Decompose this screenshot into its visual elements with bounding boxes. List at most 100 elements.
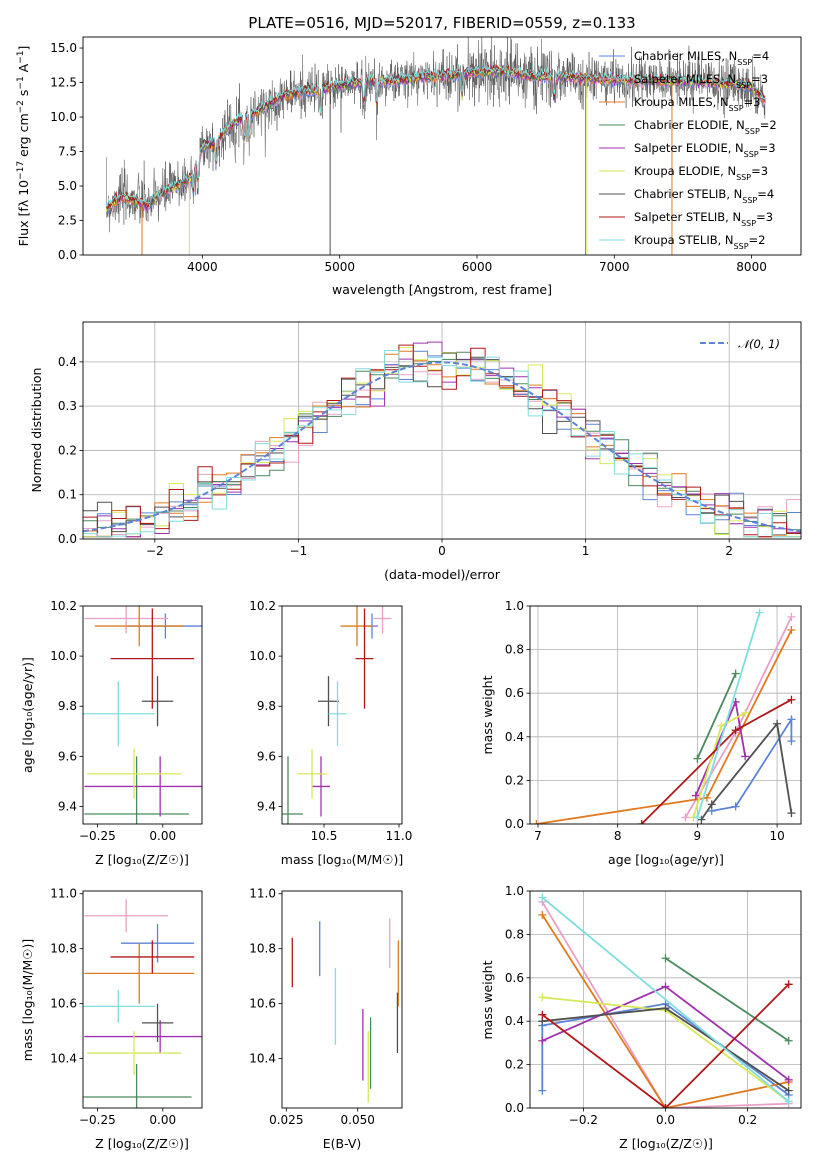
y-tick-label: 10.0 xyxy=(50,649,77,663)
errorbar-chabrier-miles-n-ssp-4 xyxy=(120,923,195,963)
mass-vs-reddening-panel: 0.025 0.050 10.4 10.6 10.8 11.0 E(B-V) xyxy=(249,887,403,1151)
y-tick-label: 10.4 xyxy=(50,1052,77,1066)
plot-area xyxy=(532,608,796,824)
age-vs-mass-panel: 10.5 11.0 9.4 9.6 9.8 10.0 10.2 mass [log₁₀(M/M… xyxy=(249,599,412,867)
weight-line xyxy=(541,901,789,1108)
x-tick-label: 7000 xyxy=(599,260,630,274)
errorbar-salpeter-elodie-n-ssp-3 xyxy=(84,756,202,817)
weight-marker xyxy=(784,980,793,989)
weight-marker xyxy=(787,625,796,634)
axes-frame xyxy=(82,321,802,540)
errorbar-chabrier-elodie-n-ssp-2 xyxy=(83,1064,192,1108)
weight-line xyxy=(541,914,789,1108)
errorbar-salpeter-stelib-n-ssp-3 xyxy=(110,940,195,974)
weight-marker xyxy=(538,1036,547,1045)
weight-marker xyxy=(637,820,646,824)
y-tick-label: 9.4 xyxy=(58,799,77,813)
x-axis-label: E(B-V) xyxy=(323,1136,362,1151)
weight-marker xyxy=(773,719,782,728)
axes-frame xyxy=(529,890,802,1109)
legend-label: Kroupa STELIB, NSSP=2 xyxy=(634,233,765,251)
axes-frame xyxy=(281,605,403,825)
weight-series-chabrier-stelib-n-ssp-4 xyxy=(538,1004,793,1095)
y-axis-label: Normed distribution xyxy=(29,368,44,493)
x-tick-label: 0.025 xyxy=(269,1113,303,1127)
weight-series-chabrier-miles-n-ssp-4 xyxy=(707,715,796,815)
y-tick-label: 0.0 xyxy=(505,1101,524,1115)
weight-line xyxy=(711,716,793,812)
errorbar-chabrier-elodie-n-ssp-2 xyxy=(84,756,189,824)
weight-marker xyxy=(538,993,547,1002)
legend-label: 𝒩(0, 1) xyxy=(738,337,780,351)
y-tick-label: 10.4 xyxy=(249,1052,276,1066)
weight-marker xyxy=(784,1075,793,1084)
weight-marker xyxy=(784,1097,793,1106)
weight-marker xyxy=(532,820,541,824)
weight-marker xyxy=(691,791,700,800)
weight-series-kroupa-stelib-n-ssp-2 xyxy=(693,608,764,822)
axes-frame xyxy=(529,605,802,825)
legend-label: Kroupa MILES, NSSP=3 xyxy=(634,95,760,113)
y-axis-label: Flux [fλ 10−17 erg cm−2 s−1 A−1] xyxy=(16,46,31,247)
x-axis-label: Z [log₁₀(Z/Z☉)] xyxy=(95,1136,189,1151)
errorbar-salpeter-elodie-n-ssp-3 xyxy=(312,756,330,817)
x-tick-label: 5000 xyxy=(324,260,355,274)
x-tick-label: −2 xyxy=(146,544,164,558)
y-axis-label: mass weight xyxy=(480,675,495,754)
y-tick-label: 0.2 xyxy=(505,1058,524,1072)
y-tick-label: 7.5 xyxy=(58,145,77,159)
y-tick-label: 0.4 xyxy=(505,730,524,744)
errorbar-kroupa-elodie-n-ssp-3 xyxy=(86,748,182,799)
y-tick-label: 10.0 xyxy=(249,649,276,663)
x-tick-label: −1 xyxy=(290,544,308,558)
weight-marker xyxy=(741,752,750,761)
weight-series-chabrier-stelib-n-ssp-4 xyxy=(697,719,796,824)
weight-marker xyxy=(538,910,547,919)
y-tick-label: 0.8 xyxy=(505,643,524,657)
weight-marker xyxy=(538,1086,547,1095)
weight-line xyxy=(640,698,792,824)
errorbar-kroupa-stelib-n-ssp-2 xyxy=(83,681,155,747)
errorbar-salpeter-stelib-n-ssp-3 xyxy=(110,608,195,709)
weight-marker xyxy=(661,1104,670,1108)
y-tick-label: 0.6 xyxy=(505,971,524,985)
y-axis-label: age [log₁₀(age/yr)] xyxy=(20,657,35,773)
spectrum-panel: 4000 5000 6000 7000 8000 0.0 2.5 5.0 7.5 10.0 12.5… xyxy=(16,36,802,297)
weight-marker xyxy=(784,1086,793,1095)
errorbar-chabrier-stelib-n-ssp-4 xyxy=(141,1003,174,1043)
y-tick-label: 10.6 xyxy=(249,997,276,1011)
errorbar-kroupa-stelib-n-ssp-2 xyxy=(83,989,155,1023)
weight-line xyxy=(664,957,790,1042)
x-tick-label: −0.25 xyxy=(79,1113,116,1127)
x-tick-label: 0 xyxy=(438,544,446,558)
y-tick-label: 0.6 xyxy=(505,686,524,700)
legend-label: Salpeter MILES, NSSP=3 xyxy=(634,72,768,90)
y-tick-label: 10.2 xyxy=(249,599,276,613)
weight-marker xyxy=(755,608,764,617)
y-tick-label: 0.0 xyxy=(58,248,77,262)
y-tick-label: 9.6 xyxy=(257,749,276,763)
y-tick-label: 10.8 xyxy=(249,942,276,956)
y-axis-label: mass [log₁₀(M/M☉)] xyxy=(20,939,35,1061)
y-tick-label: 0.0 xyxy=(58,532,77,546)
legend-label: Salpeter STELIB, NSSP=3 xyxy=(634,210,773,228)
y-tick-label: 10.0 xyxy=(50,110,77,124)
weight-series-salpeter-stelib-n-ssp-3 xyxy=(637,695,796,824)
y-tick-label: 9.6 xyxy=(58,749,77,763)
x-tick-label: 10 xyxy=(769,829,784,843)
weight-series-chabrier-elodie-n-ssp-2 xyxy=(693,669,740,763)
weight-series-salpeter-elodie-n-ssp-3 xyxy=(538,982,793,1084)
y-tick-label: 1.0 xyxy=(505,884,524,898)
weight-line xyxy=(700,721,793,821)
mass-weight-vs-metallicity-panel: −0.2 0.0 0.2 0.0 0.2 0.4 0.6 0.8 1.0 Z [log₁₀(Z/Z… xyxy=(480,884,802,1151)
errorbar-kroupa-stelib-n-ssp-2 xyxy=(328,681,347,747)
plot-area xyxy=(291,918,399,1103)
plot-area xyxy=(83,341,801,538)
x-tick-label: 1 xyxy=(582,544,590,558)
axes-frame xyxy=(82,890,203,1109)
weight-series-salpeter-stelib-n-ssp-3 xyxy=(538,980,793,1108)
legend-label: Chabrier MILES, NSSP=4 xyxy=(634,49,769,67)
x-tick-label: 0.00 xyxy=(149,829,176,843)
legend-label: Chabrier STELIB, NSSP=4 xyxy=(634,187,774,205)
